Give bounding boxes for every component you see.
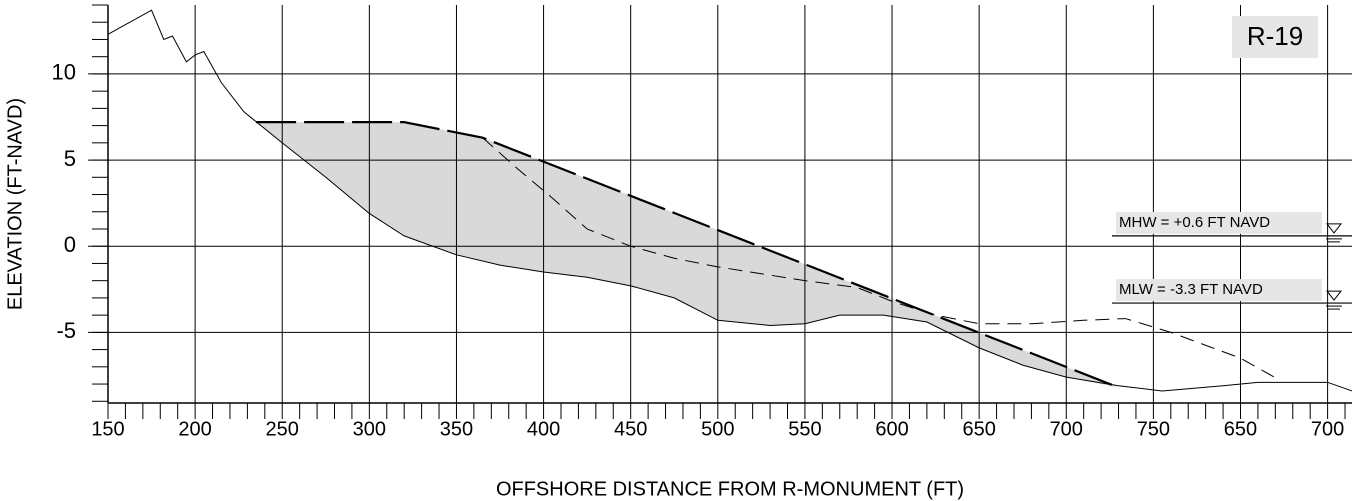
x-axis-title: OFFSHORE DISTANCE FROM R-MONUMENT (FT) xyxy=(496,478,964,500)
x-tick-label: 550 xyxy=(788,418,821,440)
x-tick-label: 250 xyxy=(266,418,299,440)
profile-line xyxy=(482,137,1281,382)
x-tick-label: 300 xyxy=(353,418,386,440)
x-tick-label: 650 xyxy=(1224,418,1257,440)
title-box xyxy=(1232,16,1318,58)
x-tick-label: 650 xyxy=(962,418,995,440)
y-axis-title: ELEVATION (FT-NAVD) xyxy=(4,98,26,310)
x-tick-label: 350 xyxy=(440,418,473,440)
y-tick-label: -5 xyxy=(56,318,76,343)
y-tick-label: 0 xyxy=(64,232,76,257)
level-symbol xyxy=(1325,223,1343,234)
level-symbol xyxy=(1325,290,1343,301)
x-tick-label: 200 xyxy=(178,418,211,440)
x-tick-label: 400 xyxy=(527,418,560,440)
y-tick-label: 5 xyxy=(64,146,76,171)
x-tick-label: 750 xyxy=(1137,418,1170,440)
x-tick-label: 700 xyxy=(1311,418,1344,440)
x-tick-label: 600 xyxy=(875,418,908,440)
level-label-bg xyxy=(1116,279,1322,302)
level-label-bg xyxy=(1116,211,1322,234)
profile-line xyxy=(256,121,1119,389)
level-label: MLW = -3.3 FT NAVD xyxy=(1119,281,1263,298)
profile-line xyxy=(107,9,1353,392)
x-tick-label: 700 xyxy=(1050,418,1083,440)
level-label: MHW = +0.6 FT NAVD xyxy=(1119,214,1270,231)
y-tick-label: 10 xyxy=(52,60,76,85)
x-tick-label: 150 xyxy=(91,418,124,440)
x-tick-label: 450 xyxy=(614,418,647,440)
chart-title: R-19 xyxy=(1247,21,1303,51)
fill-area xyxy=(256,122,1119,388)
x-tick-label: 500 xyxy=(701,418,734,440)
